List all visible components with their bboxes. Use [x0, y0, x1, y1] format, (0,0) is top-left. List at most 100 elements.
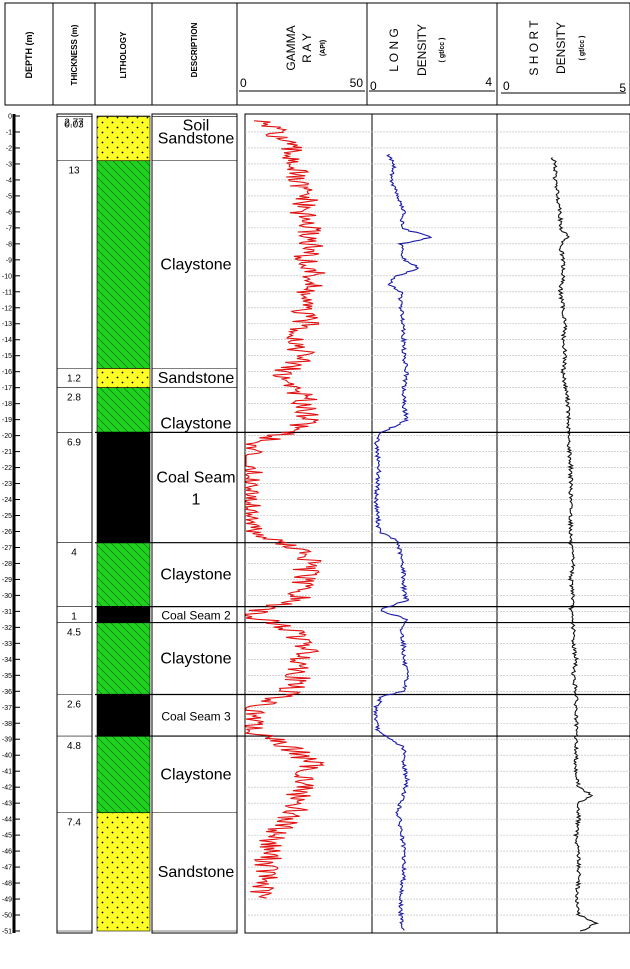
depth-tick-label: -17: [2, 385, 12, 392]
long-density-header-unit: ( gt/cc ): [439, 38, 446, 63]
long-density-min-label: 0: [370, 79, 377, 93]
short-density-min-label: 0: [503, 79, 510, 93]
depth-tick-label: -11: [2, 289, 12, 296]
lithology-header: LITHOLOGY: [119, 31, 128, 78]
description-label: Sandstone: [158, 131, 235, 148]
thickness-label: 0.03: [64, 120, 84, 131]
depth-tick-label: -4: [6, 177, 12, 184]
gamma-min-label: 0: [240, 76, 247, 90]
description-label: Claystone: [160, 567, 231, 584]
lithology-claystone-block: [96, 160, 151, 369]
depth-tick-label: -8: [6, 241, 12, 248]
description-track: SoilSandstoneClaystoneSandstoneClaystone…: [151, 113, 238, 934]
gamma-header-unit: (API): [320, 40, 327, 56]
lithology-coal-block: [96, 694, 151, 737]
thickness-label: 4.8: [67, 741, 81, 752]
description-label: Claystone: [160, 415, 231, 432]
depth-tick-label: -15: [2, 353, 12, 360]
depth-tick-label: -18: [2, 401, 12, 408]
long-density-header-line2: DENSITY: [415, 24, 429, 76]
gamma-max-label: 50: [350, 76, 364, 90]
depth-tick-label: -46: [2, 849, 12, 856]
thickness-header: THICKNESS (m): [70, 24, 79, 85]
depth-tick-label: -28: [2, 561, 12, 568]
depth-tick-label: -14: [2, 337, 12, 344]
description-header: DESCRIPTION: [190, 22, 199, 77]
lithology-claystone-block: [96, 542, 151, 607]
depth-tick-label: -34: [2, 657, 12, 664]
lithology-claystone-block: [96, 622, 151, 695]
depth-tick-label: -10: [2, 273, 12, 280]
depth-tick-label: -20: [2, 433, 12, 440]
depth-tick-label: -12: [2, 305, 12, 312]
depth-tick-label: -36: [2, 689, 12, 696]
lithology-sandstone-block: [96, 812, 151, 932]
depth-tick-label: -45: [2, 833, 12, 840]
lithology-sandstone-block: [96, 116, 151, 162]
depth-tick-label: -30: [2, 593, 12, 600]
description-label: Sandstone: [158, 370, 235, 387]
depth-tick-label: -38: [2, 721, 12, 728]
depth-tick-label: -35: [2, 673, 12, 680]
depth-tick-label: -42: [2, 785, 12, 792]
lithology-coal-block: [96, 606, 151, 623]
lithology-claystone-block: [96, 387, 151, 433]
thickness-label: 4: [71, 548, 77, 559]
depth-track: 0 -1 -2 -3 -4 -5 -6 -7 -8 -9 -10 -11 -12 -13 -14 -15 -16…: [2, 114, 20, 936]
description-label: Claystone: [160, 766, 231, 783]
depth-tick-label: -37: [2, 705, 12, 712]
thickness-label: 2.77: [64, 118, 84, 129]
depth-tick-label: -26: [2, 529, 12, 536]
depth-tick-label: -3: [6, 161, 12, 168]
depth-tick-label: -29: [2, 577, 12, 584]
depth-tick-label: -51: [2, 929, 12, 936]
depth-tick-label: -40: [2, 753, 12, 760]
short-density-max-label: 5: [619, 81, 626, 95]
depth-tick-label: -32: [2, 625, 12, 632]
thickness-label: 4.5: [67, 628, 81, 639]
depth-tick-label: -13: [2, 321, 12, 328]
thickness-label: 13: [68, 166, 80, 177]
depth-tick-label: -1: [6, 129, 12, 136]
description-label: Coal Seam 1: [156, 470, 235, 509]
depth-tick-label: -16: [2, 369, 12, 376]
depth-tick-label: -27: [2, 545, 12, 552]
depth-tick-label: -9: [6, 257, 12, 264]
depth-tick-label: -5: [6, 193, 12, 200]
description-label: Sandstone: [158, 864, 235, 881]
depth-tick-label: -6: [6, 209, 12, 216]
short-density-curve: [550, 157, 600, 932]
thickness-label: 7.4: [67, 818, 81, 829]
depth-tick-label: -50: [2, 913, 12, 920]
depth-tick-label: -7: [6, 225, 12, 232]
thickness-label: 1.2: [67, 373, 81, 384]
description-label: Claystone: [160, 257, 231, 274]
depth-tick-label: -41: [2, 769, 12, 776]
thickness-label: 1: [71, 612, 77, 623]
lithology-sandstone-block: [96, 368, 151, 388]
depth-tick-label: -2: [6, 145, 12, 152]
short-density-header-line1: S H O R T: [527, 20, 541, 76]
long-density-max-label: 4: [485, 75, 492, 89]
thickness-label: 2.6: [67, 699, 81, 710]
gamma-ray-curve: [243, 120, 326, 899]
lithology-track: [96, 115, 151, 932]
lithology-claystone-block: [96, 735, 151, 814]
description-label: Coal Seam 3: [161, 709, 231, 723]
depth-tick-label: -48: [2, 881, 12, 888]
gamma-header-line1: GAMMA: [284, 25, 298, 70]
depth-tick-label: -43: [2, 801, 12, 808]
header-row: DEPTH (m) THICKNESS (m) LITHOLOGY DESCRI…: [4, 2, 630, 106]
long-density-header-line1: L O N G: [387, 28, 401, 72]
description-label: Coal Seam 2: [161, 609, 231, 623]
short-density-header-line2: DENSITY: [554, 22, 568, 74]
log-curves: [243, 120, 600, 932]
gamma-header-line2: R A Y: [300, 33, 314, 63]
thickness-track: 0.032.77 13 1.2 2.8 6.9 4 1 4.5 2.6 4.8 7.4: [56, 113, 93, 934]
depth-tick-label: -31: [2, 609, 12, 616]
depth-tick-label: -44: [2, 817, 12, 824]
depth-tick-label: -47: [2, 865, 12, 872]
description-label: Claystone: [160, 651, 231, 668]
depth-tick-label: -49: [2, 897, 12, 904]
